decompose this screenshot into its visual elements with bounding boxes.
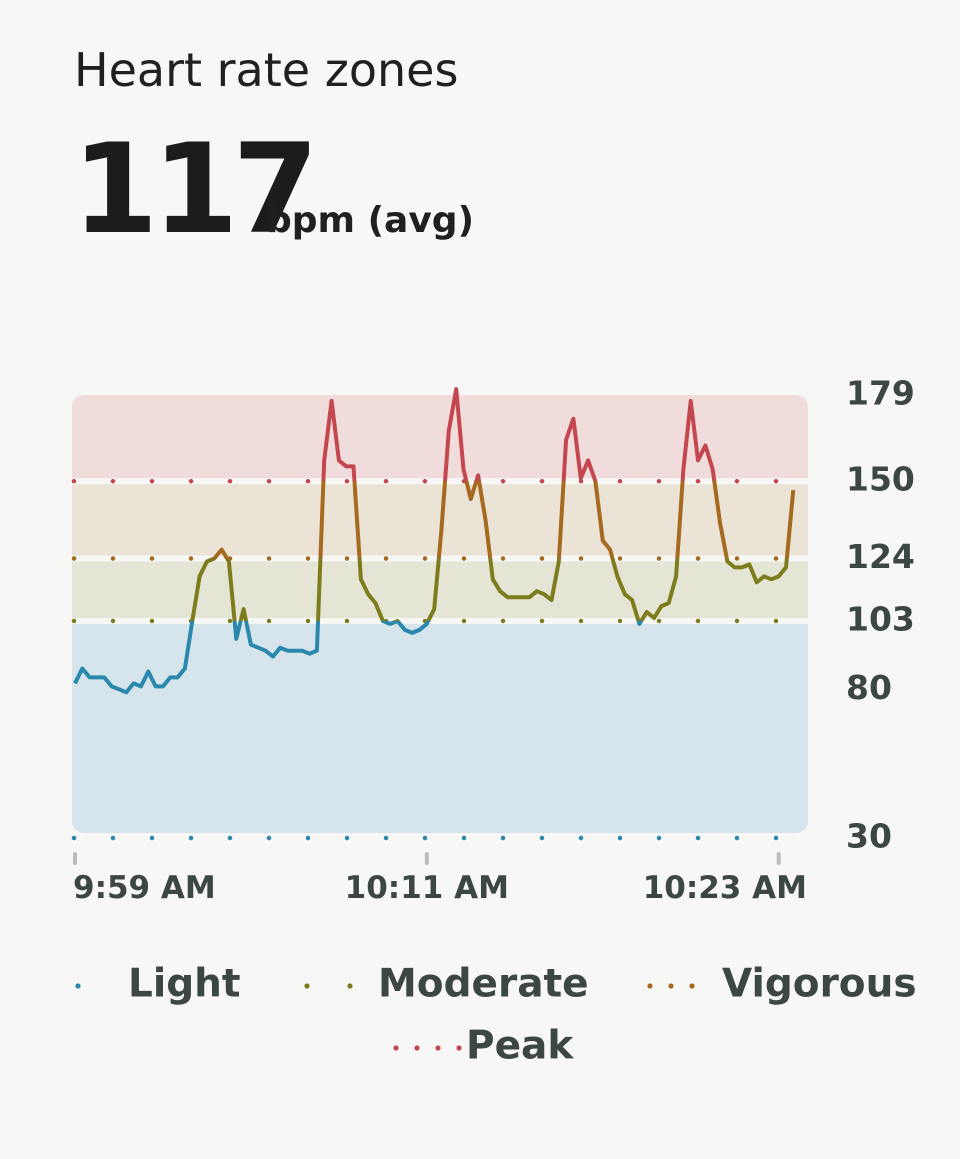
legend-dot (347, 983, 353, 989)
legend-label: Moderate (378, 962, 589, 1007)
legend-dot (393, 1045, 399, 1051)
y-tick-label: 30 (846, 817, 892, 856)
zone-bands (72, 395, 808, 833)
legend-item: Vigorous (647, 962, 917, 1007)
x-tick-label: 9:59 AM (73, 870, 216, 906)
zone-band (72, 561, 808, 618)
legend-dot (647, 983, 653, 989)
legend-dot (75, 983, 81, 989)
legend-label: Peak (466, 1024, 574, 1069)
average-unit: bpm (avg) (266, 200, 474, 241)
legend-dot (456, 1045, 462, 1051)
zone-band (72, 623, 808, 833)
y-tick-label: 103 (846, 599, 915, 638)
legend-dot (435, 1045, 441, 1051)
title: Heart rate zones (74, 43, 458, 97)
y-tick-label: 124 (846, 537, 915, 576)
legend-item: Moderate (304, 962, 589, 1007)
average-value: 117 (72, 118, 313, 262)
y-tick-label: 80 (846, 668, 892, 707)
y-tick-label: 150 (846, 460, 915, 499)
legend-label: Vigorous (722, 962, 917, 1007)
x-tick-label: 10:23 AM (643, 870, 807, 906)
x-tick-label: 10:11 AM (345, 870, 509, 906)
legend-dot (304, 983, 310, 989)
legend-label: Light (128, 962, 241, 1007)
heart-rate-line (73, 387, 796, 695)
legend-dot (414, 1045, 420, 1051)
legend-item: Peak (393, 1024, 574, 1069)
legend-dot (668, 983, 674, 989)
legend-dot (689, 983, 695, 989)
y-tick-label: 179 (846, 374, 915, 413)
legend-item: Light (75, 962, 241, 1007)
zone-band (72, 395, 808, 479)
